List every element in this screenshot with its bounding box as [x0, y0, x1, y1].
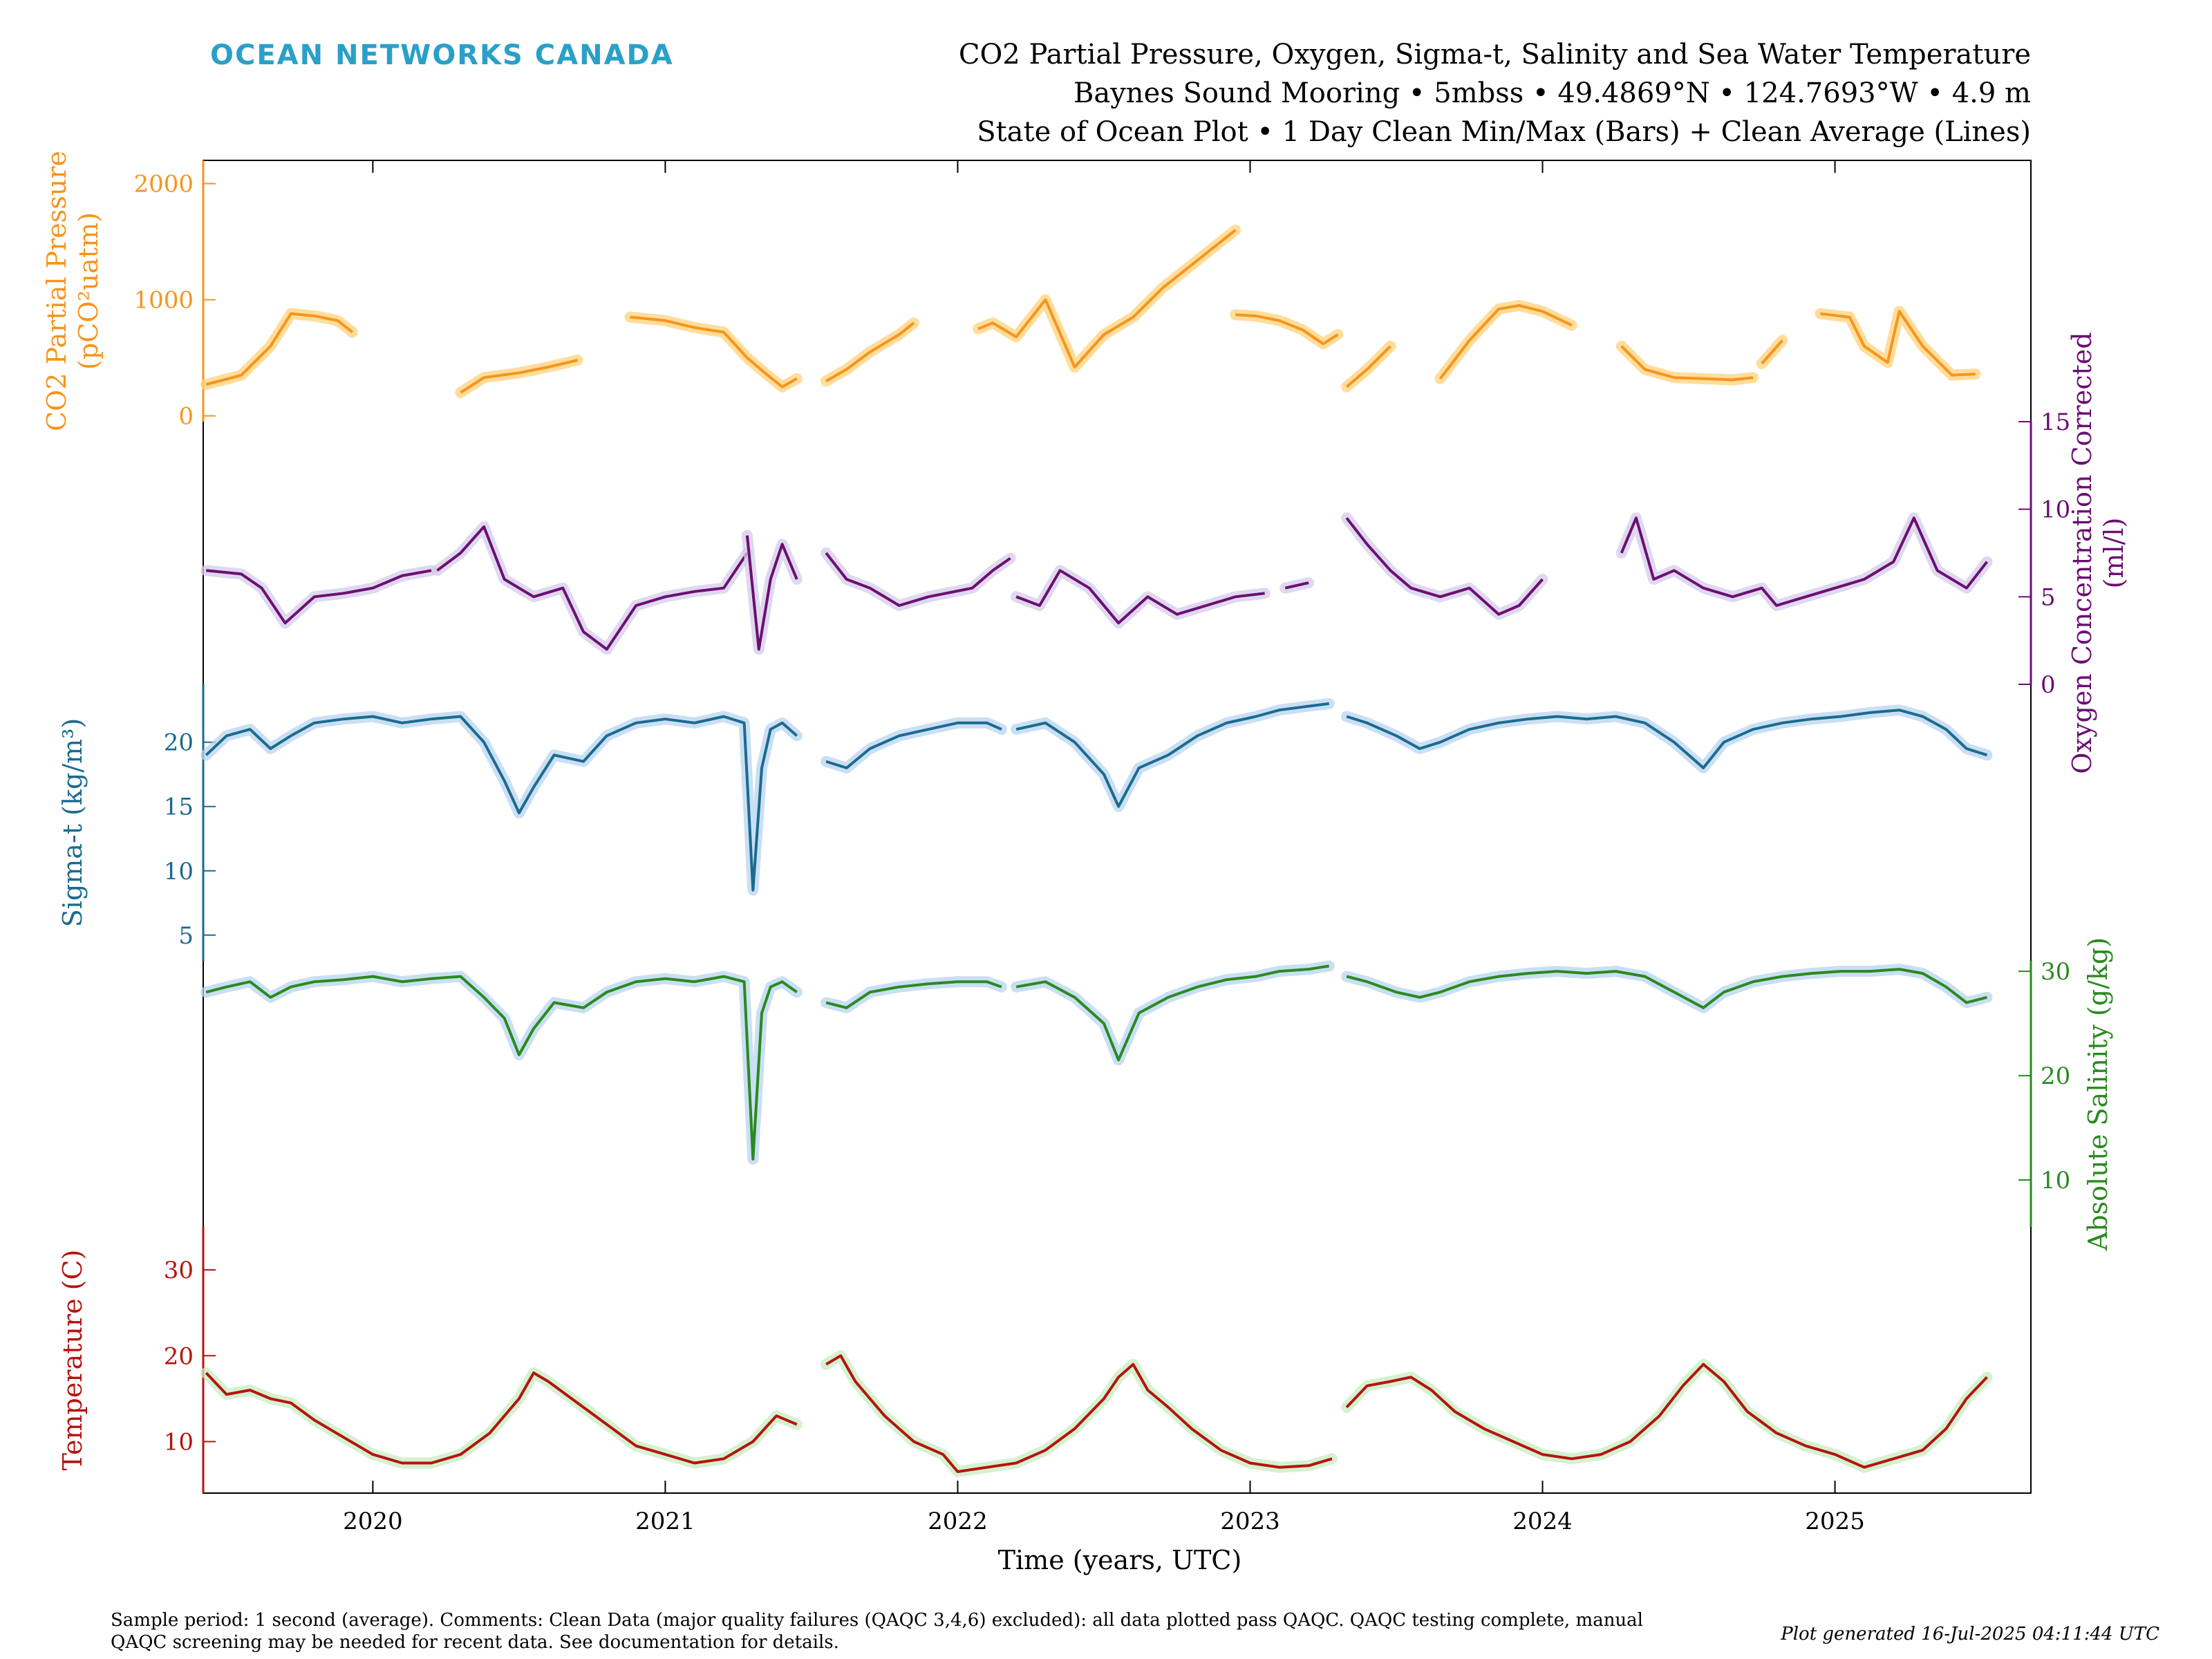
- sigmat-minmax-band: [1011, 697, 1335, 812]
- co2-average-line: [1820, 310, 1976, 377]
- chart-title: CO2 Partial Pressure, Oxygen, Sigma-t, S…: [959, 39, 2031, 148]
- sigmat-y-axis-label: Sigma-t (kg/m³): [57, 718, 88, 927]
- title-line-3: State of Ocean Plot • 1 Day Clean Min/Ma…: [977, 116, 2031, 148]
- sigmat-average-line: [205, 715, 798, 892]
- footer-comment-line-1: Sample period: 1 second (average). Comme…: [111, 1610, 1643, 1631]
- salinity-average-line: [1346, 968, 1987, 1009]
- salinity-average-line: [1015, 964, 1330, 1062]
- salinity-average-line: [205, 975, 798, 1161]
- oxygen-average-line: [436, 525, 749, 651]
- temperature-y-axis-label: Temperature (C): [57, 1250, 88, 1471]
- sigmat-minmax-band: [200, 711, 803, 896]
- temperature-minmax-band: [821, 1350, 1338, 1477]
- oxygen-minmax-band: [431, 521, 753, 655]
- oxygen-average-line: [1015, 569, 1265, 625]
- co2-average-line: [460, 359, 578, 394]
- co2-average-line: [1438, 304, 1573, 380]
- salinity-minmax-band: [1011, 960, 1335, 1066]
- co2-y-axis-label: CO2 Partial Pressure: [41, 151, 72, 431]
- plot-frame: [203, 160, 2032, 1494]
- temperature-y-tick-label: 30: [164, 1257, 194, 1284]
- co2-average-line: [1235, 313, 1339, 346]
- co2-average-line: [205, 312, 354, 386]
- oxygen-y-tick-label: 5: [2041, 583, 2056, 611]
- x-tick-label: 2021: [635, 1508, 695, 1535]
- org-logo-text: OCEAN NETWORKS CANADA: [210, 39, 674, 71]
- x-tick-label: 2024: [1512, 1508, 1573, 1535]
- co2-minmax-band: [200, 308, 358, 391]
- co2-y-tick-label: 2000: [133, 171, 194, 198]
- panel-salinity: 10 20 30 Absolute Salinity (g/kg): [200, 937, 2113, 1251]
- oxygen-y-tick-label: 0: [2041, 671, 2056, 699]
- temperature-y-tick-label: 20: [164, 1342, 194, 1370]
- temperature-average-line: [205, 1371, 798, 1465]
- sigmat-y-tick-label: 5: [178, 922, 194, 950]
- title-line-2: Baynes Sound Mooring • 5mbss • 49.4869°N…: [1074, 77, 2031, 109]
- oxygen-minmax-band: [741, 529, 803, 655]
- oxygen-y-tick-label: 10: [2041, 496, 2070, 524]
- co2-y-tick-label: 1000: [133, 287, 194, 315]
- panel-co2: 0 1000 2000 CO2 Partial Pressure (pCO²uatm): [41, 151, 1981, 431]
- sigmat-average-line: [825, 721, 1002, 769]
- co2-average-line: [977, 229, 1237, 368]
- sigmat-minmax-band: [821, 717, 1007, 774]
- co2-minmax-band: [1230, 309, 1344, 350]
- sigmat-average-line: [1346, 709, 1988, 769]
- panel-sigmat: 5 10 15 20 Sigma-t (kg/m³): [57, 684, 1993, 961]
- co2-average-line: [1345, 345, 1391, 388]
- salinity-minmax-band: [200, 971, 803, 1165]
- title-line-1: CO2 Partial Pressure, Oxygen, Sigma-t, S…: [959, 39, 2031, 71]
- co2-average-line: [630, 315, 798, 388]
- sigmat-y-tick-label: 15: [164, 794, 194, 821]
- oxygen-average-line: [745, 535, 798, 651]
- co2-minmax-band: [624, 311, 803, 393]
- x-tick-label: 2022: [928, 1508, 988, 1535]
- co2-y-axis-label: (pCO²uatm): [73, 212, 104, 370]
- salinity-y-tick-label: 20: [2041, 1062, 2070, 1090]
- temperature-y-tick-label: 10: [164, 1428, 194, 1456]
- co2-minmax-band: [1615, 340, 1759, 386]
- oxygen-average-line: [1284, 581, 1309, 590]
- footer-comment-line-2: QAQC screening may be needed for recent …: [111, 1632, 839, 1653]
- x-tick-label: 2023: [1220, 1508, 1280, 1535]
- co2-minmax-band: [973, 224, 1241, 373]
- oxygen-minmax-band: [1341, 512, 1548, 620]
- oxygen-average-line: [825, 552, 1011, 607]
- x-tick-label: 2020: [343, 1508, 403, 1535]
- salinity-average-line: [825, 980, 1002, 1009]
- co2-average-line: [1620, 345, 1754, 382]
- oxygen-y-axis-label: (ml/l): [2099, 518, 2129, 589]
- sigmat-y-tick-label: 10: [164, 858, 194, 885]
- co2-y-tick-label: 0: [178, 403, 194, 431]
- temperature-minmax-band: [1341, 1358, 1993, 1473]
- x-axis-label: Time (years, UTC): [998, 1545, 1242, 1575]
- co2-average-line: [1761, 339, 1783, 365]
- oxygen-average-line: [1620, 516, 1989, 607]
- salinity-y-tick-label: 30: [2041, 958, 2070, 986]
- x-axis: 2020 2021 2022 2023 2024 2025: [343, 160, 1865, 1535]
- panel-temperature: 10 20 30 Temperature (C): [57, 1227, 1993, 1493]
- plot-generated-timestamp: Plot generated 16-Jul-2025 04:11:44 UTC: [1780, 1624, 2159, 1644]
- footer-comments: Sample period: 1 second (average). Comme…: [111, 1610, 1643, 1653]
- salinity-y-axis-label: Absolute Salinity (g/kg): [2083, 937, 2113, 1251]
- oxygen-average-line: [206, 569, 432, 625]
- oxygen-average-line: [1345, 517, 1544, 616]
- oxygen-y-axis-label: Oxygen Concentration Corrected: [2067, 332, 2097, 774]
- sigmat-average-line: [1015, 702, 1329, 808]
- oxygen-minmax-band: [1011, 565, 1271, 629]
- sigmat-y-tick-label: 20: [164, 729, 194, 757]
- temperature-average-line: [1345, 1362, 1988, 1469]
- x-tick-label: 2025: [1805, 1508, 1865, 1535]
- salinity-y-tick-label: 10: [2041, 1167, 2070, 1194]
- temperature-average-line: [825, 1354, 1333, 1473]
- co2-average-line: [825, 321, 915, 382]
- oxygen-y-tick-label: 15: [2041, 409, 2070, 436]
